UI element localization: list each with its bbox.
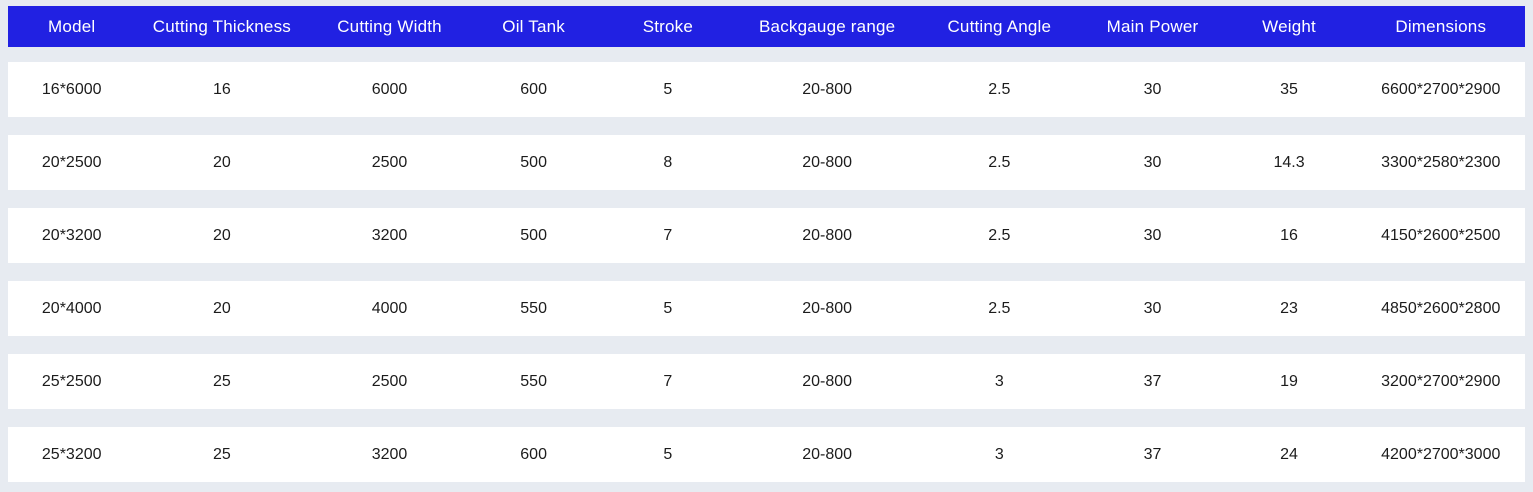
column-header: Cutting Width: [337, 16, 442, 36]
column-header: Dimensions: [1395, 16, 1487, 36]
table-cell: 14.3: [1273, 153, 1305, 171]
table-cell: 30: [1143, 153, 1162, 171]
table-cell: 3200: [371, 445, 408, 463]
column-header: Oil Tank: [502, 16, 565, 36]
column-header: Main Power: [1106, 16, 1199, 36]
table-cell: 25: [212, 445, 231, 463]
table-cell: 5: [663, 445, 673, 463]
table-cell: 19: [1280, 372, 1298, 390]
table-cell: 3: [994, 445, 1004, 463]
table-cell: 2.5: [988, 299, 1011, 317]
table-cell: 16: [212, 80, 231, 98]
table-cell: 20: [212, 153, 231, 171]
table-cell: 20-800: [802, 226, 853, 244]
table-cell: 20: [212, 226, 231, 244]
table-cell: 5: [663, 80, 673, 98]
table-row: 25*2500 25 2500 550 7 20-800 3 37 19 3200*2700*29…: [8, 354, 1525, 409]
column-header: Stroke: [642, 16, 694, 36]
table-cell: 16*6000: [41, 80, 102, 98]
table-cell: 550: [520, 372, 547, 390]
table-cell: 8: [663, 153, 673, 171]
table-header-row: Model Cutting Thickness Cutting Width Oil T…: [8, 6, 1525, 47]
table-cell: 600: [520, 80, 547, 98]
table-cell: 25: [212, 372, 231, 390]
table-cell: 2500: [371, 153, 408, 171]
table-cell: 3300*2580*2300: [1381, 153, 1501, 171]
column-header: Backgauge range: [759, 16, 896, 36]
table-cell: 3200: [371, 226, 408, 244]
table-cell: 20-800: [802, 445, 853, 463]
table-cell: 37: [1143, 372, 1162, 390]
table-row: 20*3200 20 3200 500 7 20-800 2.5 30 16 4150*2600*…: [8, 208, 1525, 263]
table-cell: 20-800: [802, 299, 853, 317]
table-cell: 37: [1143, 445, 1162, 463]
table-cell: 6600*2700*2900: [1381, 80, 1501, 98]
table-cell: 30: [1143, 299, 1162, 317]
table-cell: 3200*2700*2900: [1381, 372, 1501, 390]
table-cell: 20: [212, 299, 231, 317]
table-cell: 550: [520, 299, 547, 317]
table-cell: 7: [663, 226, 673, 244]
table-cell: 20-800: [802, 372, 853, 390]
column-header: Weight: [1262, 16, 1316, 36]
table-cell: 20-800: [802, 153, 853, 171]
table-cell: 4850*2600*2800: [1381, 299, 1501, 317]
table-cell: 2.5: [988, 80, 1011, 98]
table-body: 16*6000 16 6000 600 5 20-800 2.5 30 35 6600*2700*…: [8, 62, 1525, 482]
table-cell: 24: [1280, 445, 1298, 463]
column-header: Model: [48, 16, 96, 36]
table-cell: 20*4000: [41, 299, 102, 317]
table-cell: 16: [1280, 226, 1298, 244]
table-cell: 23: [1280, 299, 1298, 317]
table-cell: 25*2500: [41, 372, 102, 390]
table-cell: 2500: [371, 372, 408, 390]
table-cell: 6000: [371, 80, 408, 98]
table-cell: 25*3200: [41, 445, 102, 463]
table-cell: 7: [663, 372, 673, 390]
table-cell: 4150*2600*2500: [1381, 226, 1501, 244]
table-cell: 600: [520, 445, 547, 463]
table-row: 20*4000 20 4000 550 5 20-800 2.5 30 23 4850*2600*…: [8, 281, 1525, 336]
table-row: 20*2500 20 2500 500 8 20-800 2.5 30 14.3 3300*258…: [8, 135, 1525, 190]
table-cell: 3: [994, 372, 1004, 390]
table-cell: 30: [1143, 226, 1162, 244]
table-row: 25*3200 25 3200 600 5 20-800 3 37 24 4200*2700*30…: [8, 427, 1525, 482]
column-header: Cutting Thickness: [152, 16, 291, 36]
table-cell: 35: [1280, 80, 1298, 98]
table-cell: 500: [520, 226, 547, 244]
table-cell: 2.5: [988, 153, 1011, 171]
table-row: 16*6000 16 6000 600 5 20-800 2.5 30 35 6600*2700*…: [8, 62, 1525, 117]
table-cell: 2.5: [988, 226, 1011, 244]
table-cell: 20*3200: [41, 226, 102, 244]
table-cell: 30: [1143, 80, 1162, 98]
column-header: Cutting Angle: [947, 16, 1052, 36]
table-cell: 20*2500: [41, 153, 102, 171]
table-cell: 5: [663, 299, 673, 317]
table-cell: 4000: [371, 299, 408, 317]
table-cell: 20-800: [802, 80, 853, 98]
table-cell: 4200*2700*3000: [1381, 445, 1501, 463]
table-cell: 500: [520, 153, 547, 171]
